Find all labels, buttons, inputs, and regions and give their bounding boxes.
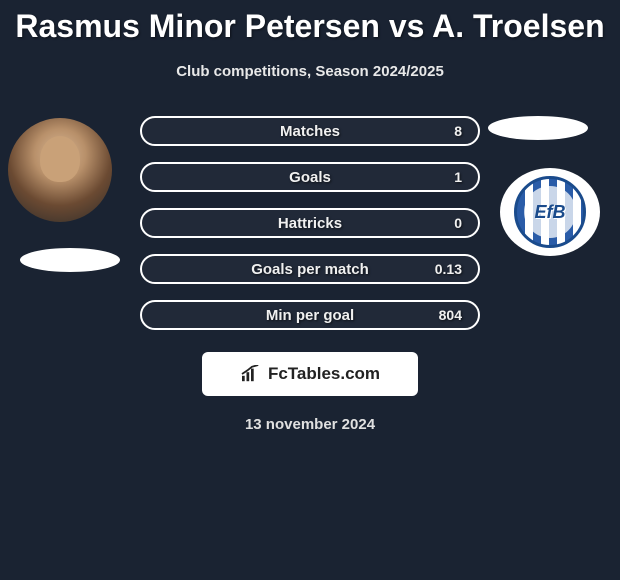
stat-row: Goals per match 0.13 xyxy=(140,254,480,284)
stat-row: Min per goal 804 xyxy=(140,300,480,330)
subtitle: Club competitions, Season 2024/2025 xyxy=(0,63,620,80)
stat-label: Hattricks xyxy=(208,215,412,232)
stat-right-value: 0 xyxy=(412,215,462,231)
stat-right-value: 804 xyxy=(412,307,462,323)
stat-label: Goals per match xyxy=(208,261,412,278)
stat-label: Matches xyxy=(208,123,412,140)
chart-icon xyxy=(240,365,262,383)
stat-right-value: 0.13 xyxy=(412,261,462,277)
site-badge: FcTables.com xyxy=(202,352,418,396)
site-name: FcTables.com xyxy=(268,364,380,384)
stat-label: Goals xyxy=(208,169,412,186)
stat-row: Goals 1 xyxy=(140,162,480,192)
stat-right-value: 8 xyxy=(412,123,462,139)
date-line: 13 november 2024 xyxy=(0,416,620,433)
main-area: EfB Matches 8 Goals 1 Hattricks 0 Goals … xyxy=(0,108,620,328)
efb-badge-text: EfB xyxy=(524,186,576,238)
player-left-avatar xyxy=(8,118,112,222)
club-logo-right: EfB xyxy=(500,168,600,256)
stat-right-value: 1 xyxy=(412,169,462,185)
efb-badge-icon: EfB xyxy=(514,176,586,248)
stats-list: Matches 8 Goals 1 Hattricks 0 Goals per … xyxy=(140,116,480,346)
comparison-card: Rasmus Minor Petersen vs A. Troelsen Clu… xyxy=(0,0,620,433)
stat-row: Matches 8 xyxy=(140,116,480,146)
page-title: Rasmus Minor Petersen vs A. Troelsen xyxy=(0,8,620,45)
stat-label: Min per goal xyxy=(208,307,412,324)
stat-row: Hattricks 0 xyxy=(140,208,480,238)
team-badge-right xyxy=(488,116,588,140)
team-badge-left xyxy=(20,248,120,272)
